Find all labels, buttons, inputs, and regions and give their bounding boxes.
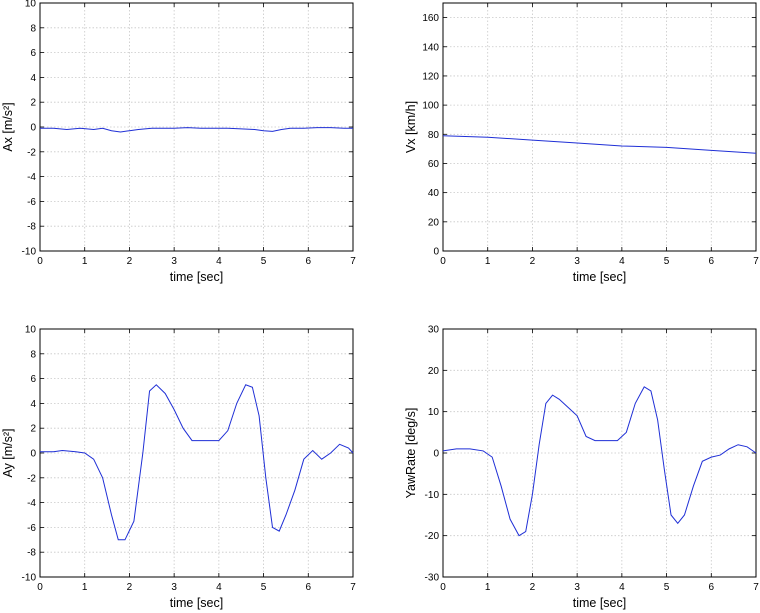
- y-tick-label: 8: [30, 349, 36, 360]
- y-tick-label: 30: [428, 325, 440, 336]
- y-tick-label: -2: [27, 473, 36, 484]
- y-tick-label: 160: [422, 13, 439, 24]
- x-tick-label: 3: [574, 582, 580, 593]
- y-tick-label: 0: [433, 247, 439, 258]
- y-tick-label: -10: [22, 573, 37, 584]
- series-line: [442, 135, 757, 154]
- x-tick-label: 1: [485, 582, 491, 593]
- y-tick-label: 2: [30, 98, 36, 109]
- x-tick-label: 5: [261, 256, 267, 267]
- plot-frame: [442, 2, 757, 252]
- x-tick-label: 0: [440, 256, 446, 267]
- y-axis-label: Ax [m/s²]: [1, 102, 15, 151]
- y-tick-label: 4: [30, 399, 36, 410]
- y-tick-label: 10: [428, 407, 440, 418]
- y-tick-label: 8: [30, 23, 36, 34]
- x-tick-label: 4: [216, 256, 222, 267]
- y-tick-label: 80: [428, 130, 440, 141]
- y-tick-label: -10: [22, 247, 37, 258]
- y-tick-label: 10: [25, 0, 37, 10]
- subplot-ay: 0 1 2 3 4 5 6 7 -10 -8 -6 -4 -2 0 2 4 6 8 10 time [sec] Ay […: [1, 325, 356, 611]
- y-tick-label: 60: [428, 159, 440, 170]
- x-tick-label: 4: [619, 582, 625, 593]
- x-tick-label: 2: [530, 256, 536, 267]
- y-tick-label: 2: [30, 424, 36, 435]
- y-tick-label: 140: [422, 42, 439, 53]
- y-tick-label: 6: [30, 48, 36, 59]
- y-tick-label: -4: [27, 172, 36, 183]
- plot-area: [39, 328, 354, 578]
- y-tick-label: -4: [27, 498, 36, 509]
- x-axis-label: time [sec]: [573, 270, 627, 284]
- y-axis-label: YawRate [deg/s]: [404, 408, 418, 499]
- x-tick-label: 7: [350, 256, 356, 267]
- x-tick-label: 1: [485, 256, 491, 267]
- y-tick-label: 0: [433, 449, 439, 460]
- x-tick-label: 0: [440, 582, 446, 593]
- y-tick-label: -8: [27, 548, 36, 559]
- x-tick-label: 6: [306, 582, 312, 593]
- x-tick-label: 2: [127, 256, 133, 267]
- y-tick-label: 6: [30, 374, 36, 385]
- y-tick-label: 0: [30, 449, 36, 460]
- x-tick-label: 7: [753, 582, 759, 593]
- y-tick-label: -20: [425, 531, 440, 542]
- y-tick-label: 4: [30, 73, 36, 84]
- x-tick-label: 3: [171, 582, 177, 593]
- y-tick-label: 0: [30, 123, 36, 134]
- x-tick-label: 1: [82, 256, 88, 267]
- y-axis-label: Ay [m/s²]: [1, 428, 15, 477]
- x-tick-label: 2: [127, 582, 133, 593]
- y-tick-label: -10: [425, 490, 440, 501]
- x-axis-label: time [sec]: [170, 270, 224, 284]
- y-tick-label: -6: [27, 523, 36, 534]
- x-tick-label: 5: [664, 256, 670, 267]
- x-tick-label: 0: [37, 256, 43, 267]
- x-tick-label: 0: [37, 582, 43, 593]
- y-tick-label: -30: [425, 573, 440, 584]
- y-tick-label: 20: [428, 366, 440, 377]
- x-axis-label: time [sec]: [170, 596, 224, 610]
- y-tick-label: 10: [25, 325, 37, 336]
- x-tick-label: 5: [261, 582, 267, 593]
- x-tick-label: 3: [574, 256, 580, 267]
- x-tick-label: 5: [664, 582, 670, 593]
- x-tick-label: 4: [619, 256, 625, 267]
- y-tick-label: -2: [27, 147, 36, 158]
- series-line: [40, 127, 353, 133]
- x-tick-label: 3: [171, 256, 177, 267]
- y-tick-label: -6: [27, 197, 36, 208]
- plot-area: [39, 2, 354, 252]
- plot-area: [442, 2, 757, 252]
- x-tick-label: 1: [82, 582, 88, 593]
- y-tick-label: 40: [428, 188, 440, 199]
- y-tick-label: 20: [428, 217, 440, 228]
- x-tick-label: 6: [306, 256, 312, 267]
- x-tick-label: 7: [753, 256, 759, 267]
- x-axis-label: time [sec]: [573, 596, 627, 610]
- x-tick-label: 6: [709, 256, 715, 267]
- series-line: [40, 384, 354, 541]
- x-tick-label: 2: [530, 582, 536, 593]
- series-line: [442, 386, 757, 537]
- x-tick-label: 6: [709, 582, 715, 593]
- y-tick-label: 100: [422, 101, 439, 112]
- y-axis-label: Vx [km/h]: [404, 101, 418, 153]
- subplot-yawrate: 0 1 2 3 4 5 6 7 -30 -20 -10 0 10 20 30 time [sec] YawRat…: [404, 325, 759, 611]
- y-tick-label: 120: [422, 71, 439, 82]
- subplot-ax: 0 1 2 3 4 5 6 7 -10 -8 -6 -4 -2 0 2 4 6 8 10 time [sec] Ax […: [1, 0, 356, 284]
- x-tick-label: 7: [350, 582, 356, 593]
- x-tick-label: 4: [216, 582, 222, 593]
- subplot-vx: 0 1 2 3 4 5 6 7 0 20 40 60 80 100 120 140 160 time [sec] V…: [404, 2, 759, 284]
- y-tick-label: -8: [27, 222, 36, 233]
